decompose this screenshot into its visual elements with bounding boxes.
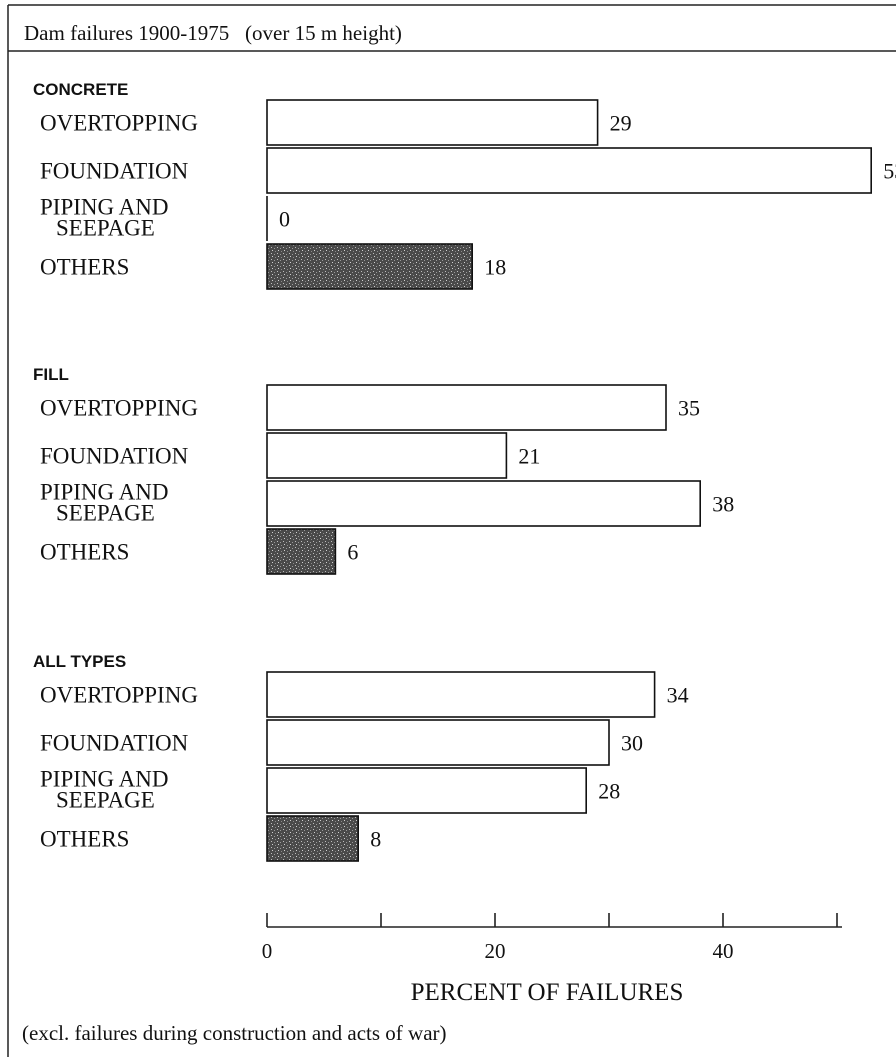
category-label: PIPING AND <box>40 767 168 792</box>
chart-footnote: (excl. failures during construction and … <box>22 1021 447 1045</box>
category-label: PIPING AND <box>40 195 168 220</box>
category-label: SEEPAGE <box>56 216 155 241</box>
category-label: OVERTOPPING <box>40 111 198 136</box>
bar <box>266 147 873 194</box>
bar <box>266 384 667 431</box>
category-label: SEEPAGE <box>56 788 155 813</box>
value-label: 21 <box>518 444 540 469</box>
chart-title: Dam failures 1900-1975 (over 15 m height… <box>24 21 402 45</box>
value-label: 34 <box>667 683 689 708</box>
group-heading: ALL TYPES <box>33 652 126 671</box>
bar <box>266 432 508 479</box>
value-label: 38 <box>712 492 734 517</box>
bar <box>266 719 610 766</box>
x-axis-label: PERCENT OF FAILURES <box>411 979 684 1006</box>
value-label: 28 <box>598 779 620 804</box>
value-label: 53 <box>883 159 896 184</box>
bar-shaded <box>266 528 337 575</box>
category-label: PIPING AND <box>40 480 168 505</box>
value-label: 35 <box>678 396 700 421</box>
value-label: 30 <box>621 731 643 756</box>
value-label: 8 <box>370 827 381 852</box>
bar <box>266 767 588 814</box>
bar <box>266 671 656 718</box>
value-label: 29 <box>610 111 632 136</box>
x-tick-label: 40 <box>713 939 734 963</box>
category-label: OTHERS <box>40 540 129 565</box>
group-heading: FILL <box>33 365 69 384</box>
group-heading: CONCRETE <box>33 80 128 99</box>
value-label: 0 <box>279 207 290 232</box>
bar <box>266 99 599 146</box>
category-label: FOUNDATION <box>40 731 189 756</box>
bar <box>266 480 702 527</box>
category-label: FOUNDATION <box>40 444 189 469</box>
bar-shaded <box>266 815 359 862</box>
category-label: OTHERS <box>40 255 129 280</box>
category-label: OTHERS <box>40 827 129 852</box>
bar-shaded <box>266 243 473 290</box>
value-label: 18 <box>484 255 506 280</box>
value-label: 6 <box>347 540 358 565</box>
category-label: OVERTOPPING <box>40 396 198 421</box>
category-label: FOUNDATION <box>40 159 189 184</box>
x-tick-label: 20 <box>485 939 506 963</box>
category-label: SEEPAGE <box>56 501 155 526</box>
category-label: OVERTOPPING <box>40 683 198 708</box>
x-tick-label: 0 <box>262 939 273 963</box>
